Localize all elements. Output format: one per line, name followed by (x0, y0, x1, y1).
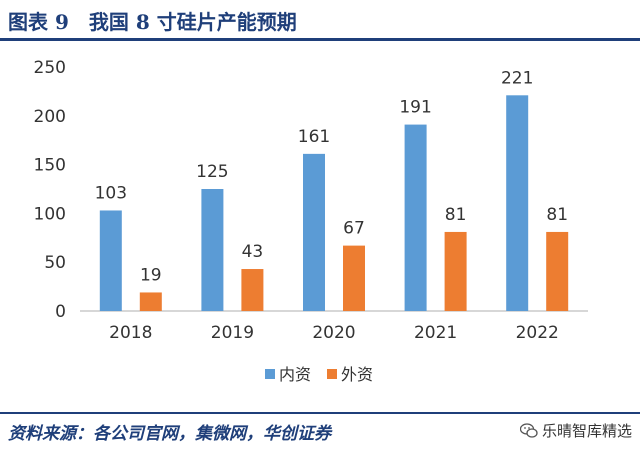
bar-foreign-2018 (139, 292, 162, 311)
x-axis: 2018 2019 2020 2021 2022 (80, 310, 588, 343)
data-label: 161 (298, 127, 330, 147)
data-label: 221 (501, 68, 533, 88)
data-label: 125 (196, 162, 228, 182)
y-tick-label: 150 (34, 156, 66, 176)
bar-foreign-2021 (444, 231, 467, 311)
x-tick-label: 2020 (312, 323, 355, 343)
watermark: 乐晴智库精选 (519, 420, 632, 441)
watermark-text: 乐晴智库精选 (541, 422, 632, 440)
bar-foreign-2019 (241, 269, 264, 311)
bar-chart: 0 50 100 150 200 250 2018 2019 2020 2021 2022 103… (34, 58, 588, 384)
x-tick-label: 2022 (516, 323, 559, 343)
data-label: 81 (546, 205, 568, 225)
bars: 103 19 125 43 161 67 191 81 221 81 (95, 68, 569, 311)
source-note: 资料来源：各公司官网，集微网，华创证券 (8, 424, 331, 444)
y-tick-label: 50 (44, 253, 66, 273)
bar-domestic-2019 (201, 189, 224, 311)
data-label: 81 (445, 205, 467, 225)
data-label: 19 (140, 265, 162, 285)
legend: 内资 外资 (265, 365, 373, 384)
data-label: 103 (95, 183, 127, 203)
data-label: 191 (399, 98, 431, 118)
legend-label: 外资 (341, 365, 373, 384)
y-tick-label: 0 (55, 302, 66, 322)
legend-swatch-domestic (265, 369, 275, 379)
x-tick-label: 2018 (109, 323, 152, 343)
bar-domestic-2018 (99, 210, 122, 311)
footer-rule (0, 412, 640, 414)
bar-foreign-2022 (546, 231, 569, 311)
bar-foreign-2020 (343, 245, 365, 311)
x-tick-label: 2021 (414, 323, 457, 343)
y-axis: 0 50 100 150 200 250 (34, 58, 66, 322)
y-tick-label: 100 (34, 204, 66, 224)
header: 图表 9 我国 8 寸硅片产能预期 (0, 0, 640, 41)
y-tick-label: 200 (34, 107, 66, 127)
bar-domestic-2020 (303, 153, 325, 311)
legend-label: 内资 (279, 365, 311, 384)
data-label: 67 (343, 219, 365, 239)
bar-domestic-2022 (506, 95, 529, 311)
wechat-icon (519, 422, 538, 438)
x-tick-label: 2019 (211, 323, 254, 343)
header-rule (0, 38, 640, 41)
bar-domestic-2021 (404, 124, 427, 311)
figure-title: 图表 9 我国 8 寸硅片产能预期 (8, 10, 297, 34)
data-label: 43 (242, 242, 264, 262)
legend-swatch-foreign (327, 369, 337, 379)
y-tick-label: 250 (34, 58, 66, 78)
